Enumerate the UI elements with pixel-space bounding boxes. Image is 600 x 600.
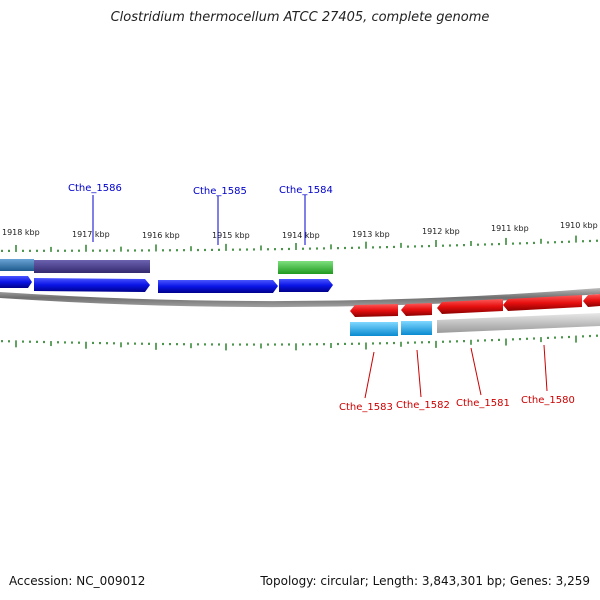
cds-arrow-reverse[interactable] (583, 294, 600, 307)
cds-arrow-forward[interactable] (34, 278, 150, 292)
gene-label-cthe-1581[interactable]: Cthe_1581 (456, 398, 510, 409)
cds-arrow-reverse[interactable] (350, 304, 398, 317)
ruler-label: 1917 kbp (72, 230, 110, 239)
reverse-gene-labels: Cthe_1583 Cthe_1582 Cthe_1581 Cthe_1580 (339, 395, 575, 413)
forward-gene-leaders (92, 195, 306, 245)
ruler-label: 1911 kbp (491, 224, 529, 233)
ruler-label: 1913 kbp (352, 230, 390, 239)
gene-label-cthe-1580[interactable]: Cthe_1580 (521, 395, 575, 406)
topology-text: Topology: circular; Length: 3,843,301 bp… (260, 574, 590, 588)
ruler-label: 1916 kbp (142, 231, 180, 240)
cog-bar-gray[interactable] (437, 313, 600, 333)
leader-line (364, 351, 375, 399)
cog-bar-cyan[interactable] (350, 322, 398, 336)
cds-arrow-reverse[interactable] (503, 295, 582, 311)
cog-bar-cyan[interactable] (401, 321, 432, 335)
reverse-cog-track (350, 313, 600, 336)
leader-line (543, 344, 548, 392)
cds-arrow-forward[interactable] (279, 279, 333, 292)
cds-arrow-forward[interactable] (158, 280, 278, 293)
ruler-label: 1914 kbp (282, 231, 320, 240)
ruler-ticks-bottom (1, 334, 598, 351)
ruler-label: 1918 kbp (2, 228, 40, 237)
ruler-label: 1910 kbp (560, 221, 598, 230)
gene-label-cthe-1584[interactable]: Cthe_1584 (279, 185, 333, 196)
cds-arrow-reverse[interactable] (437, 299, 503, 314)
ruler-label: 1915 kbp (212, 231, 250, 240)
leader-line (416, 349, 422, 398)
cds-arrow-reverse[interactable] (401, 303, 432, 316)
ruler-ticks-top (1, 235, 598, 252)
forward-gene-labels: Cthe_1586 Cthe_1585 Cthe_1584 (68, 183, 333, 197)
ruler-label: 1912 kbp (422, 227, 460, 236)
leader-line (470, 347, 482, 396)
cog-bar-purple[interactable] (34, 260, 150, 273)
cog-bar-green[interactable] (278, 261, 333, 274)
gene-label-cthe-1586[interactable]: Cthe_1586 (68, 183, 122, 194)
gene-label-cthe-1583[interactable]: Cthe_1583 (339, 402, 393, 413)
accession-text: Accession: NC_009012 (9, 574, 146, 588)
gene-label-cthe-1585[interactable]: Cthe_1585 (193, 186, 247, 197)
forward-cog-track (0, 259, 333, 274)
cds-arrow-forward[interactable] (0, 276, 32, 288)
ruler-labels: 1918 kbp 1917 kbp 1916 kbp 1915 kbp 1914… (2, 221, 598, 240)
gene-label-cthe-1582[interactable]: Cthe_1582 (396, 400, 450, 411)
forward-cds-track (0, 276, 333, 293)
genome-title: Clostridium thermocellum ATCC 27405, com… (110, 10, 490, 25)
reverse-gene-leaders (364, 344, 548, 399)
cog-bar-steel[interactable] (0, 259, 34, 271)
reverse-cds-track (350, 294, 600, 317)
